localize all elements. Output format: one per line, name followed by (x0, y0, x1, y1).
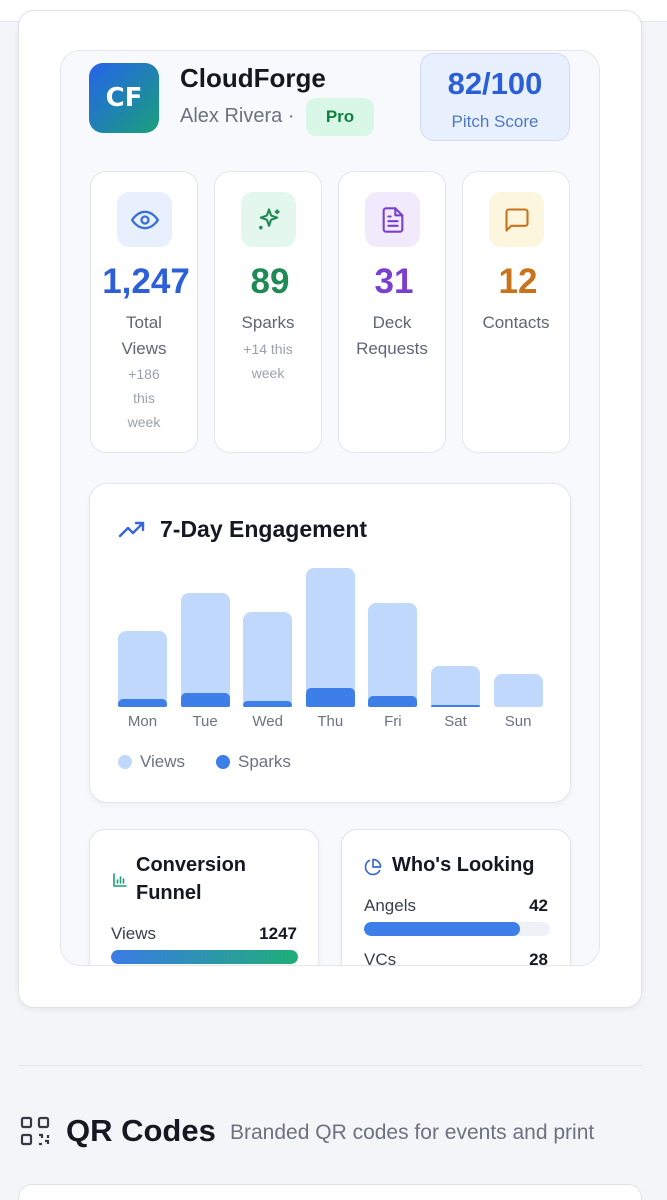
trending-up-icon (118, 520, 146, 545)
conversion-funnel-title: Conversion Funnel (136, 854, 247, 904)
bar-sparks (243, 701, 293, 707)
stat-value: 31 (374, 262, 414, 301)
day-label: Mon (127, 713, 158, 730)
bar-views (305, 568, 355, 707)
plan-badge: Pro (306, 98, 374, 136)
section-divider (18, 1065, 642, 1066)
document-icon (365, 192, 420, 247)
funnel-row-label: Views (111, 924, 157, 943)
bar-column-mon (118, 568, 167, 707)
stat-label: Sparks (241, 313, 295, 332)
bar-column-fri (368, 568, 418, 707)
stat-subtext: +186 this week (127, 366, 161, 430)
logo-initials: CF (105, 83, 143, 113)
bar-views (431, 666, 480, 707)
funnel-row-track (111, 950, 298, 964)
bar-views (118, 631, 167, 707)
pitch-preview-panel: CF CloudForge Alex Rivera · Pro 82/100 P… (60, 50, 600, 966)
bar-sparks (305, 688, 355, 707)
pitch-score-card: 82/100 Pitch Score (420, 53, 570, 141)
bar-views (180, 593, 230, 707)
engagement-title: 7-Day Engagement (160, 516, 368, 542)
stat-subtext: +14 this week (243, 341, 293, 381)
day-label: Tue (192, 713, 218, 730)
bar-views (243, 612, 293, 707)
message-icon (489, 192, 544, 247)
legend-swatch-views (118, 755, 132, 769)
stat-value: 1,247 (102, 262, 190, 301)
sparkles-icon (241, 192, 296, 247)
legend-label-sparks: Sparks (238, 752, 291, 771)
bar-sparks (118, 699, 167, 707)
bar-views (493, 674, 543, 707)
looker-row-label: Angels (364, 896, 416, 915)
stat-label: Contacts (482, 313, 550, 332)
company-name: CloudForge (180, 63, 326, 93)
bar-column-sun (493, 568, 543, 707)
legend-label-views: Views (140, 752, 186, 771)
looker-row-track (364, 922, 550, 936)
looker-row-value: 42 (529, 896, 548, 915)
bar-views (368, 603, 418, 707)
whos-looking-title: Who's Looking (392, 854, 535, 876)
looker-row-label: VCs (364, 950, 397, 966)
pitch-score-value: 82/100 (447, 66, 543, 101)
company-logo: CF (89, 63, 159, 133)
bar-sparks (180, 693, 230, 707)
day-label: Thu (317, 713, 344, 730)
looker-row-value: 28 (529, 950, 548, 966)
stat-card-total-views: 1,247 Total Views +186 this week (90, 171, 198, 453)
day-label: Sun (504, 713, 532, 730)
bar-column-sat (431, 568, 480, 707)
stat-card-deck-requests: 31 Deck Requests (338, 171, 446, 453)
funnel-row-fill (111, 950, 298, 964)
legend-item-sparks: Sparks (216, 752, 291, 772)
pie-chart-icon (364, 858, 382, 881)
stat-value: 12 (498, 262, 538, 301)
bar-column-wed (243, 568, 293, 707)
day-label: Fri (384, 713, 402, 730)
pitch-score-label: Pitch Score (451, 112, 539, 131)
stat-card-sparks: 89 Sparks +14 this week (214, 171, 322, 453)
bar-column-thu (305, 568, 355, 707)
stat-card-contacts: 12 Contacts (462, 171, 570, 453)
bar-chart-icon (112, 872, 128, 893)
day-label: Wed (252, 713, 283, 730)
stat-label: Total Views (121, 313, 167, 358)
bar-column-tue (180, 568, 230, 707)
bar-sparks (368, 696, 418, 707)
legend-swatch-sparks (216, 755, 230, 769)
stat-label: Deck Requests (356, 313, 428, 358)
whos-looking-card: Who's Looking Angels 42 VCs 28 (341, 829, 571, 966)
qr-code-icon (20, 1116, 50, 1151)
day-label: Sat (444, 713, 467, 730)
qr-section-subtitle: Branded QR codes for events and print (230, 1121, 595, 1144)
founder-name: Alex Rivera · (180, 105, 295, 127)
looker-row-fill (364, 922, 521, 936)
funnel-row-value: 1247 (259, 924, 297, 943)
stat-value: 89 (250, 262, 290, 301)
conversion-funnel-card: Conversion Funnel Views 1247 (89, 829, 319, 965)
eye-icon (117, 192, 172, 247)
legend-item-views: Views (118, 752, 185, 772)
engagement-chart-card: 7-Day Engagement Views Sparks Mon Tue Wed T… (89, 483, 571, 803)
qr-codes-card (18, 1184, 642, 1200)
bar-sparks (431, 705, 480, 707)
qr-section-title: QR Codes (66, 1113, 216, 1148)
